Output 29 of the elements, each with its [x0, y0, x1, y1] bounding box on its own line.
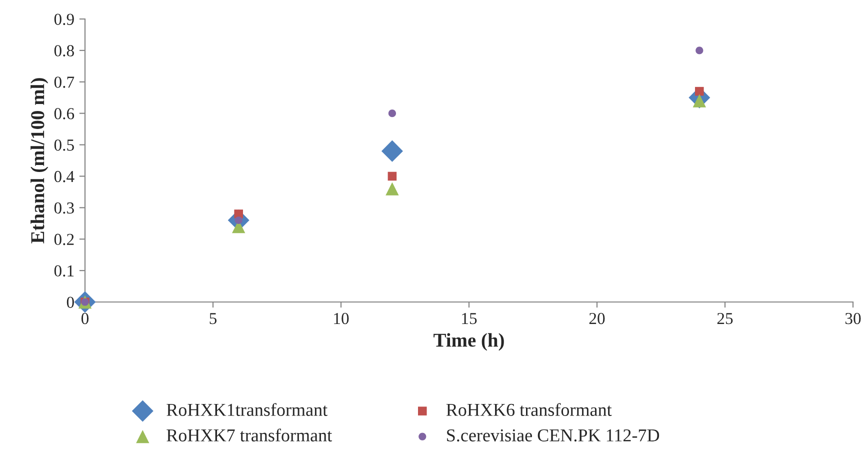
y-tick-label: 0.4 [54, 170, 74, 182]
point [388, 172, 397, 181]
x-tick-label: 0 [81, 312, 89, 324]
y-tick-label: 0.3 [54, 202, 74, 214]
y-tick-label: 0.6 [54, 108, 74, 120]
point [388, 110, 396, 118]
point [386, 182, 399, 196]
legend-label: RoHXK6 transformant [446, 403, 612, 416]
y-tick-label: 0 [66, 296, 74, 308]
y-tick-label: 0.8 [54, 45, 74, 56]
point [696, 46, 704, 54]
legend-label: RoHXK1transformant [166, 403, 328, 416]
y-tick-label: 0.2 [54, 234, 74, 246]
y-tick-label: 0.9 [54, 14, 74, 26]
y-tick-label: 0.1 [54, 265, 74, 277]
x-tick-label: 25 [717, 312, 733, 324]
x-tick-label: 20 [589, 312, 605, 324]
x-tick-label: 15 [462, 312, 477, 324]
y-axis-title: Ethanol (ml/100 ml) [30, 78, 48, 244]
x-axis-title: Time (h) [434, 333, 504, 351]
x-tick-label: 10 [334, 312, 349, 324]
legend-label: RoHXK7 transformant [166, 428, 332, 442]
point [381, 140, 403, 162]
point [695, 86, 704, 96]
y-tick-label: 0.7 [54, 76, 74, 88]
x-tick-label: 5 [210, 313, 217, 324]
y-tick-label: 0.5 [54, 139, 74, 151]
x-tick-label: 30 [845, 312, 861, 324]
legend-label: S.cerevisiae CEN.PK 112-7D [447, 429, 660, 442]
